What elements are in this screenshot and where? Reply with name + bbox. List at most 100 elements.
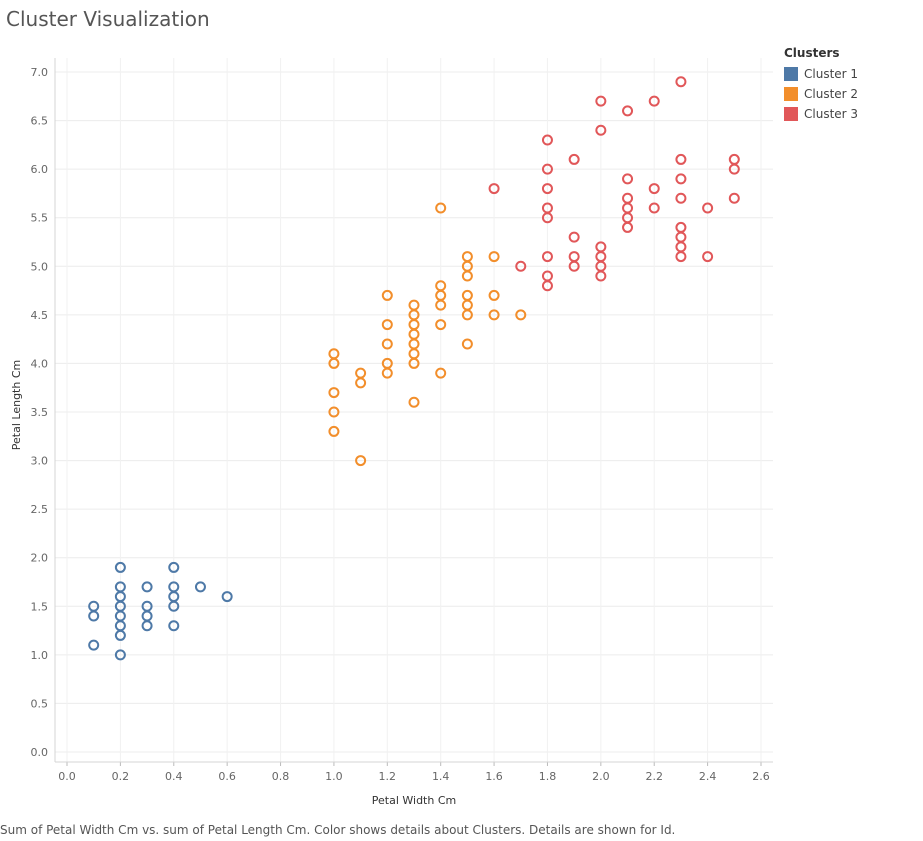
scatter-point-cluster-3[interactable]: [648, 202, 660, 214]
y-tick-label: 0.5: [31, 697, 49, 710]
scatter-point-cluster-3[interactable]: [568, 260, 580, 272]
scatter-point-cluster-3[interactable]: [622, 192, 634, 204]
scatter-point-cluster-3[interactable]: [622, 105, 634, 117]
legend-swatch: [784, 107, 798, 121]
scatter-point-cluster-2[interactable]: [435, 299, 447, 311]
scatter-point-cluster-3[interactable]: [702, 251, 714, 263]
scatter-point-cluster-2[interactable]: [408, 299, 420, 311]
y-tick-label: 2.0: [31, 552, 49, 565]
scatter-point-cluster-2[interactable]: [328, 406, 340, 418]
scatter-point-cluster-3[interactable]: [541, 212, 553, 224]
chart-title: Cluster Visualization: [6, 7, 210, 31]
scatter-point-cluster-3[interactable]: [515, 260, 527, 272]
scatter-point-cluster-2[interactable]: [435, 319, 447, 331]
scatter-point-cluster-2[interactable]: [408, 357, 420, 369]
x-tick-label: 0.0: [58, 770, 76, 783]
scatter-point-cluster-1[interactable]: [88, 610, 100, 622]
x-tick-label: 1.0: [325, 770, 343, 783]
scatter-point-cluster-3[interactable]: [568, 153, 580, 165]
scatter-point-cluster-3[interactable]: [541, 280, 553, 292]
scatter-point-cluster-3[interactable]: [595, 95, 607, 107]
scatter-point-cluster-2[interactable]: [461, 338, 473, 350]
scatter-point-cluster-2[interactable]: [408, 348, 420, 360]
scatter-point-cluster-1[interactable]: [168, 561, 180, 573]
scatter-point-cluster-2[interactable]: [435, 367, 447, 379]
scatter-point-cluster-1[interactable]: [168, 600, 180, 612]
scatter-point-cluster-3[interactable]: [541, 183, 553, 195]
scatter-point-cluster-2[interactable]: [408, 396, 420, 408]
scatter-point-cluster-2[interactable]: [328, 425, 340, 437]
y-tick-label: 1.5: [31, 600, 49, 613]
scatter-point-cluster-3[interactable]: [622, 173, 634, 185]
scatter-point-cluster-1[interactable]: [168, 620, 180, 632]
scatter-point-cluster-2[interactable]: [515, 309, 527, 321]
scatter-point-cluster-1[interactable]: [114, 561, 126, 573]
scatter-point-cluster-3[interactable]: [675, 192, 687, 204]
scatter-point-cluster-3[interactable]: [675, 153, 687, 165]
axis-layer: 0.0 0.5 1.0 1.5 2.0 2.5 3.0 3.5 4.0 4.5 5.0 5.5 6.0 6…: [31, 58, 773, 783]
scatter-point-cluster-3[interactable]: [488, 183, 500, 195]
scatter-point-cluster-3[interactable]: [675, 221, 687, 233]
y-tick-label: 1.0: [31, 649, 49, 662]
scatter-point-cluster-3[interactable]: [728, 192, 740, 204]
scatter-point-cluster-2[interactable]: [408, 319, 420, 331]
y-tick-label: 5.5: [31, 212, 49, 225]
scatter-point-cluster-2[interactable]: [461, 289, 473, 301]
scatter-point-cluster-2[interactable]: [355, 455, 367, 467]
scatter-point-cluster-2[interactable]: [488, 289, 500, 301]
scatter-point-cluster-3[interactable]: [702, 202, 714, 214]
scatter-point-cluster-2[interactable]: [408, 338, 420, 350]
scatter-point-cluster-2[interactable]: [328, 357, 340, 369]
scatter-point-cluster-2[interactable]: [381, 367, 393, 379]
scatter-point-cluster-2[interactable]: [461, 299, 473, 311]
scatter-point-cluster-2[interactable]: [328, 387, 340, 399]
scatter-point-cluster-3[interactable]: [675, 251, 687, 263]
scatter-point-cluster-2[interactable]: [461, 309, 473, 321]
scatter-point-cluster-3[interactable]: [675, 173, 687, 185]
scatter-point-cluster-1[interactable]: [221, 591, 233, 603]
scatter-point-cluster-3[interactable]: [595, 270, 607, 282]
scatter-point-cluster-2[interactable]: [408, 328, 420, 340]
scatter-point-cluster-3[interactable]: [622, 202, 634, 214]
scatter-point-cluster-3[interactable]: [675, 231, 687, 243]
scatter-point-cluster-2[interactable]: [435, 202, 447, 214]
scatter-point-cluster-3[interactable]: [675, 76, 687, 88]
y-tick-label: 0.0: [31, 746, 49, 759]
scatter-point-cluster-1[interactable]: [114, 629, 126, 641]
legend-item-cluster-1[interactable]: Cluster 1: [784, 64, 858, 84]
scatter-point-cluster-2[interactable]: [488, 251, 500, 263]
scatter-point-cluster-3[interactable]: [648, 183, 660, 195]
scatter-point-cluster-3[interactable]: [541, 251, 553, 263]
scatter-point-cluster-1[interactable]: [141, 610, 153, 622]
scatter-point-cluster-2[interactable]: [461, 270, 473, 282]
scatter-point-cluster-3[interactable]: [648, 95, 660, 107]
scatter-point-cluster-2[interactable]: [381, 319, 393, 331]
y-tick-label: 4.0: [31, 357, 49, 370]
y-tick-label: 7.0: [31, 66, 49, 79]
scatter-point-cluster-2[interactable]: [355, 367, 367, 379]
scatter-point-cluster-1[interactable]: [141, 620, 153, 632]
scatter-point-cluster-2[interactable]: [381, 338, 393, 350]
scatter-point-cluster-3[interactable]: [728, 163, 740, 175]
scatter-point-cluster-3[interactable]: [728, 153, 740, 165]
scatter-point-cluster-1[interactable]: [88, 639, 100, 651]
scatter-point-cluster-2[interactable]: [381, 289, 393, 301]
scatter-point-cluster-3[interactable]: [568, 231, 580, 243]
legend-item-cluster-3[interactable]: Cluster 3: [784, 104, 858, 124]
scatter-point-cluster-1[interactable]: [194, 581, 206, 593]
scatter-point-cluster-3[interactable]: [541, 134, 553, 146]
scatter-point-cluster-2[interactable]: [461, 251, 473, 263]
scatter-point-cluster-1[interactable]: [114, 649, 126, 661]
scatter-point-cluster-3[interactable]: [541, 163, 553, 175]
scatter-point-cluster-3[interactable]: [568, 251, 580, 263]
scatter-point-cluster-2[interactable]: [355, 377, 367, 389]
legend-item-cluster-2[interactable]: Cluster 2: [784, 84, 858, 104]
scatter-point-cluster-2[interactable]: [488, 309, 500, 321]
x-tick-label: 0.6: [218, 770, 236, 783]
scatter-point-cluster-3[interactable]: [675, 241, 687, 253]
chart-caption: Sum of Petal Width Cm vs. sum of Petal L…: [0, 823, 676, 837]
scatter-point-cluster-3[interactable]: [622, 221, 634, 233]
scatter-point-cluster-1[interactable]: [141, 581, 153, 593]
scatter-point-cluster-3[interactable]: [595, 124, 607, 136]
